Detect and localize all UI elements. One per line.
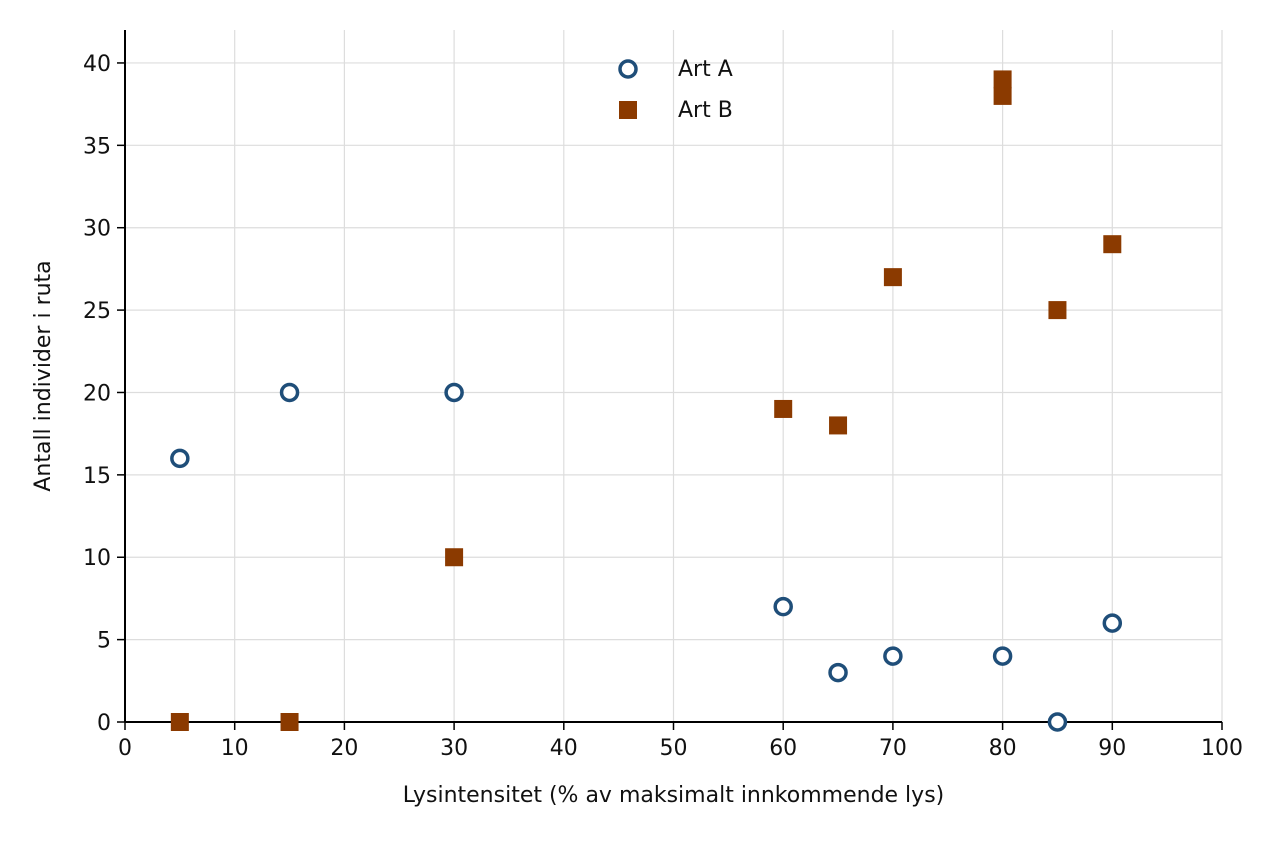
series-art-a [170,382,1123,732]
x-tick-label: 30 [440,736,468,761]
x-tick-label: 50 [660,736,688,761]
grid [124,30,1223,723]
x-tick-label: 70 [879,736,907,761]
x-tick-label: 80 [989,736,1017,761]
y-tick-label: 0 [97,711,111,736]
data-point-circle [279,382,300,403]
x-tick-label: 0 [118,736,132,761]
data-point-circle [1047,712,1068,732]
data-point-circle [828,662,848,683]
legend-marker-art-a [618,59,638,79]
data-point-circle [444,382,464,403]
data-point-square [883,268,902,287]
x-tick-label: 40 [550,736,578,761]
series-art-b [170,70,1122,731]
data-point-square [445,548,464,567]
data-point-square [1048,301,1067,320]
data-point-square [993,86,1012,105]
y-tick-label: 35 [83,134,111,159]
x-tick-label: 100 [1201,736,1243,761]
data-point-square [1103,235,1122,254]
x-tick-label: 60 [769,736,797,761]
y-tick-label: 40 [83,52,111,77]
legend-item-art-b: Art B [619,98,733,123]
x-ticks: 0 10 20 30 40 50 60 70 80 90 100 [118,722,1243,761]
data-point-circle [883,646,903,666]
legend: Art A Art B [618,57,733,123]
x-axis-title: Lysintensitet (% av maksimalt innkommend… [403,783,945,808]
x-tick-label: 90 [1098,736,1126,761]
legend-item-art-a: Art A [618,57,733,82]
y-tick-label: 5 [97,629,111,654]
x-tick-label: 10 [221,736,249,761]
data-points [170,70,1123,732]
y-axis-title: Antall individer i ruta [31,260,56,491]
data-point-circle [992,646,1013,666]
y-tick-label: 30 [83,217,111,242]
y-tick-label: 20 [83,381,111,406]
y-tick-label: 10 [83,546,111,571]
x-tick-label: 20 [330,736,358,761]
data-point-circle [773,596,793,617]
data-point-circle [1102,613,1123,633]
data-point-circle [170,448,190,469]
legend-label-art-a: Art A [678,57,733,82]
data-point-square [280,713,299,731]
y-tick-label: 25 [83,299,111,324]
data-point-square [993,70,1012,89]
legend-label-art-b: Art B [678,98,733,123]
y-ticks: 0 5 10 15 20 25 30 35 40 [83,52,125,736]
data-point-square [774,399,793,418]
legend-marker-art-b [619,101,637,119]
data-point-square [170,713,189,731]
data-point-square [829,416,848,435]
y-tick-label: 15 [83,464,111,489]
